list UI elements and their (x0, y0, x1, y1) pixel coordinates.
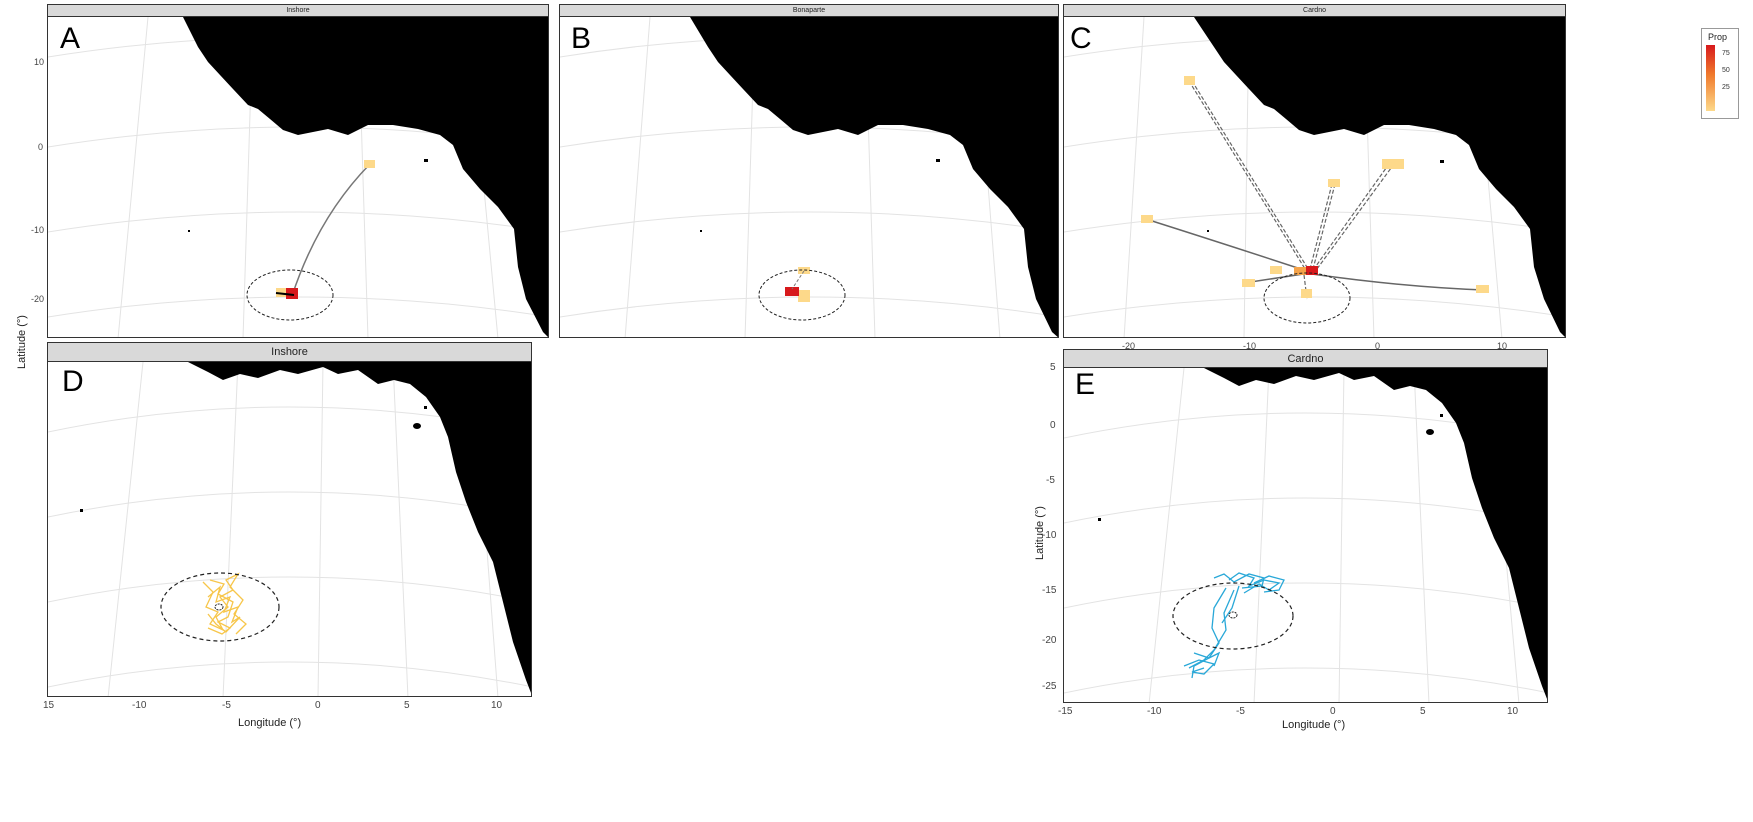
d-x-tick-15: 15 (43, 700, 55, 711)
e-y-tick-neg15: -15 (1042, 585, 1057, 596)
d-x-axis-title: Longitude (°) (238, 717, 302, 729)
prop-legend: Prop 75 50 25 (1701, 28, 1739, 119)
panel-d-strip: Inshore (47, 342, 532, 362)
africa-coastline (690, 17, 1058, 337)
d-x-tick-5: 5 (404, 700, 410, 711)
africa-coastline (183, 17, 548, 337)
e-x-tick-neg5: -5 (1236, 706, 1245, 717)
e-y-tick-neg5: -5 (1046, 475, 1055, 486)
inshore-tracks (202, 572, 247, 635)
panel-e-label: E (1075, 368, 1096, 401)
dashed-tracks (1188, 80, 1395, 300)
d-x-tick-10: 10 (491, 700, 503, 711)
panel-d-map (47, 361, 532, 697)
e-x-tick-5: 5 (1420, 706, 1426, 717)
cardno-tracks (1183, 572, 1285, 679)
e-x-tick-0: 0 (1330, 706, 1336, 717)
legend-label-75: 75 (1722, 50, 1730, 57)
y-tick-neg10: -10 (31, 225, 45, 235)
d-x-tick-neg10: -10 (132, 700, 147, 711)
c-x-tick-0: 0 (1375, 341, 1381, 351)
e-y-tick-neg25: -25 (1042, 681, 1057, 692)
y-axis-title-left: Latitude (°) (16, 315, 28, 369)
panel-c-map (1063, 16, 1566, 338)
legend-label-50: 50 (1722, 67, 1730, 74)
y-tick-0: 0 (38, 142, 44, 152)
panel-e-strip: Cardno (1063, 349, 1548, 368)
c-x-tick-neg10: -10 (1243, 341, 1257, 351)
africa-coastline (1204, 368, 1547, 699)
africa-coastline (1194, 17, 1565, 337)
d-x-tick-neg5: -5 (222, 700, 231, 711)
panel-b-map (559, 16, 1059, 338)
legend-label-25: 25 (1722, 84, 1730, 91)
legend-title: Prop (1708, 32, 1728, 42)
panel-e-map (1063, 367, 1548, 703)
panel-c-label: C (1070, 22, 1092, 55)
panel-d-label: D (62, 365, 84, 398)
e-y-tick-5: 5 (1050, 362, 1056, 373)
e-x-tick-10: 10 (1507, 706, 1519, 717)
d-x-tick-0: 0 (315, 700, 321, 711)
legend-colorbar (1706, 45, 1715, 111)
e-x-tick-neg15: -15 (1058, 706, 1073, 717)
panel-b-label: B (571, 22, 592, 55)
e-y-tick-0: 0 (1050, 420, 1056, 431)
e-y-tick-neg20: -20 (1042, 635, 1057, 646)
c-x-tick-10: 10 (1497, 341, 1508, 351)
e-x-axis-title: Longitude (°) (1282, 719, 1346, 731)
e-y-tick-neg10: -10 (1042, 530, 1057, 541)
y-tick-neg20: -20 (31, 294, 45, 304)
panel-a-label: A (60, 22, 81, 55)
e-x-tick-neg10: -10 (1147, 706, 1162, 717)
e-y-axis-title: Latitude (°) (1034, 506, 1046, 560)
c-x-tick-neg20: -20 (1122, 341, 1136, 351)
y-tick-10: 10 (34, 57, 45, 67)
africa-coastline (188, 362, 531, 693)
panel-a-map (47, 16, 549, 338)
